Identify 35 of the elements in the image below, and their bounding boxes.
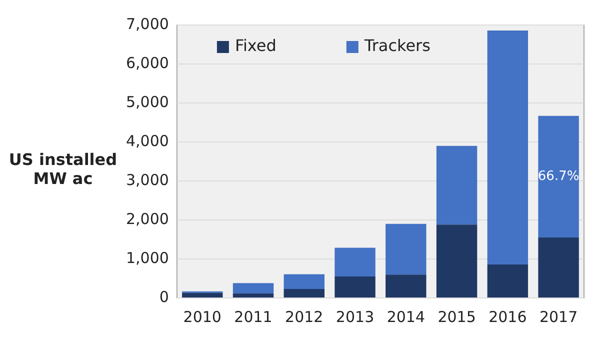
x-tick-label: 2016 [488, 308, 527, 326]
y-tick-label: 6,000 [126, 54, 169, 72]
x-tick-label: 2010 [183, 308, 222, 326]
legend-label: Trackers [363, 36, 430, 56]
bar [386, 224, 426, 275]
x-tick-label: 2011 [234, 308, 272, 326]
bar [436, 146, 478, 225]
bar [284, 274, 324, 290]
y-axis-title: US installed MW ac [8, 150, 118, 188]
bar [284, 289, 324, 298]
bar [232, 293, 274, 298]
bar [334, 248, 376, 277]
x-tick-label: 2017 [539, 308, 578, 326]
bar [538, 116, 579, 238]
x-tick-label: 2013 [336, 308, 374, 326]
annotation: 66.7% [538, 169, 580, 184]
bar [334, 276, 376, 298]
bar [538, 238, 579, 298]
y-tick-label: 0 [159, 288, 169, 306]
bar [232, 283, 274, 294]
x-tick-label: 2012 [285, 308, 324, 326]
bar [487, 30, 528, 264]
bar [487, 264, 528, 298]
y-tick-label: 2,000 [126, 210, 169, 228]
x-tick-label: 2015 [438, 308, 476, 326]
legend-label: Fixed [234, 36, 276, 56]
bar [436, 224, 478, 298]
y-tick-label: 7,000 [126, 14, 169, 33]
y-tick-label: 5,000 [126, 92, 169, 111]
bar [386, 274, 426, 298]
y-tick-label: 3,000 [126, 170, 169, 189]
x-tick-label: 2014 [386, 308, 426, 326]
y-tick-label: 1,000 [126, 248, 169, 267]
bar [182, 292, 223, 298]
y-tick-label: 4,000 [126, 132, 169, 150]
